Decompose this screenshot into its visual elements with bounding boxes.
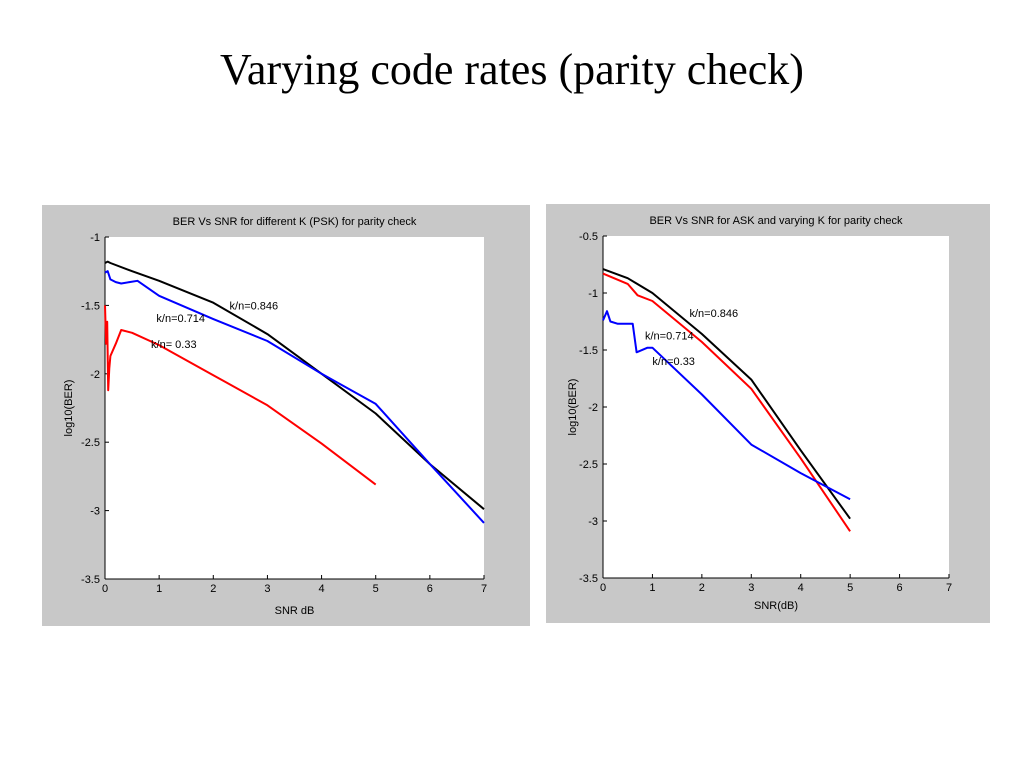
y-tick-label: -1.5: [579, 345, 598, 357]
series-line-k-n-0-846: [602, 268, 851, 520]
x-tick-label: 7: [946, 582, 952, 594]
chart-panel-left: BER Vs SNR for different K (PSK) for par…: [42, 205, 530, 626]
plot-area: [603, 236, 949, 578]
x-tick-label: 6: [897, 582, 903, 594]
slide-title: Varying code rates (parity check): [220, 45, 804, 94]
x-tick-label: 4: [319, 583, 325, 595]
y-tick-label: -2: [90, 369, 100, 381]
x-tick-label: 1: [156, 583, 162, 595]
x-tick-label: 6: [427, 583, 433, 595]
y-tick-label: -3: [588, 516, 598, 528]
x-tick-label: 2: [210, 583, 216, 595]
x-tick-label: 5: [847, 582, 853, 594]
y-tick-label: -1: [588, 288, 598, 300]
y-axis-label: log10(BER): [63, 380, 75, 437]
series-annotation: k/n=0.33: [652, 356, 695, 368]
series-line-k-n-0-714: [104, 270, 485, 524]
y-axis-label: log10(BER): [567, 379, 579, 436]
y-tick-label: -3.5: [579, 573, 598, 585]
x-tick-label: 4: [798, 582, 804, 594]
series-annotation: k/n=0.846: [690, 308, 739, 320]
x-tick-label: 0: [600, 582, 606, 594]
y-tick-label: -2.5: [579, 459, 598, 471]
series-line-k-n-0-33: [104, 305, 377, 486]
x-axis-label: SNR(dB): [754, 600, 798, 612]
chart-psk-parity: BER Vs SNR for different K (PSK) for par…: [63, 216, 487, 617]
y-tick-label: -1.5: [81, 300, 100, 312]
y-tick-label: -2: [588, 402, 598, 414]
x-tick-label: 0: [102, 583, 108, 595]
x-tick-label: 3: [264, 583, 270, 595]
chart-ask-parity: BER Vs SNR for ASK and varying K for par…: [567, 215, 952, 612]
y-tick-label: -2.5: [81, 437, 100, 449]
series-annotation: k/n=0.846: [230, 301, 279, 313]
chart-title: BER Vs SNR for different K (PSK) for par…: [173, 216, 417, 228]
chart-title: BER Vs SNR for ASK and varying K for par…: [649, 215, 903, 227]
chart-panel-right: BER Vs SNR for ASK and varying K for par…: [546, 204, 990, 623]
y-tick-label: -3.5: [81, 574, 100, 586]
x-tick-label: 5: [373, 583, 379, 595]
x-tick-label: 1: [649, 582, 655, 594]
y-tick-label: -1: [90, 232, 100, 244]
series-annotation: k/n= 0.33: [151, 339, 197, 351]
x-tick-label: 3: [748, 582, 754, 594]
x-axis-label: SNR dB: [275, 605, 315, 617]
y-tick-label: -0.5: [579, 231, 598, 243]
y-tick-label: -3: [90, 506, 100, 518]
series-annotation: k/n=0.714: [645, 331, 694, 343]
series-annotation: k/n=0.714: [156, 313, 205, 325]
plot-area: [105, 237, 484, 579]
series-line-k-n-0-846: [104, 260, 485, 510]
x-tick-label: 7: [481, 583, 487, 595]
series-line-k-n-0-33: [602, 310, 851, 501]
series-line-k-n-0-714: [602, 272, 851, 532]
x-tick-label: 2: [699, 582, 705, 594]
